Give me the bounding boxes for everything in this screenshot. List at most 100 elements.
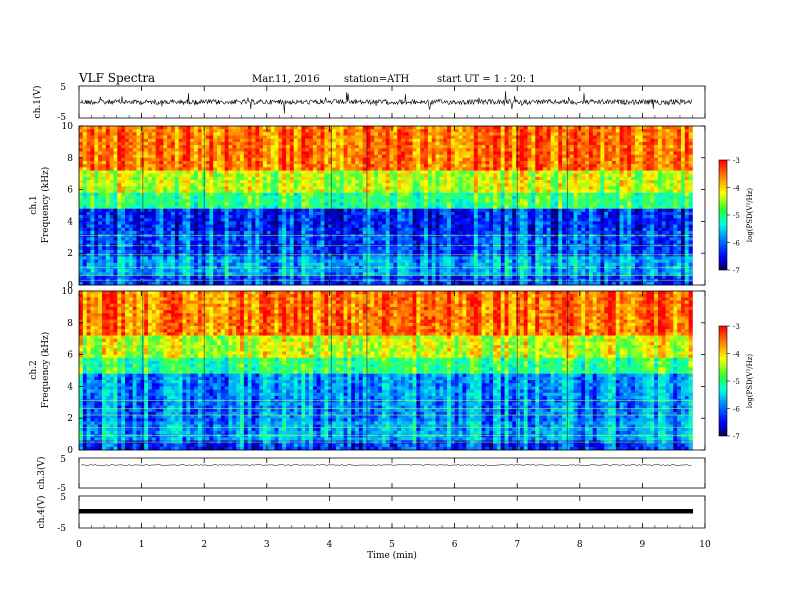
ch1-spec-cell [458,215,463,219]
ch1-spec-cell [232,189,237,194]
ch1-spec-cell [213,211,218,216]
ch1-spec-cell [443,135,448,140]
ch1-spec-cell [332,183,337,187]
ch1-spec-cell [102,154,107,159]
ch1-spec-cell [113,205,118,209]
ch1-spec-cell [148,154,153,159]
ch1-spec-cell [450,224,456,229]
ch1-spec-cell [125,141,130,146]
ch1-spec-cell [274,154,279,159]
ch1-spec-cell [117,138,122,143]
ch1-spec-cell [128,230,133,235]
ch1-spec-cell [90,195,95,200]
ch1-spec-cell [217,211,222,216]
ch1-spec-cell [328,132,333,136]
ch1-spec-cell [450,250,456,254]
ch1-spec-cell [255,240,260,244]
ch1-spec-cell [82,246,87,251]
ch1-spec-cell [167,262,172,267]
ch1-spec-cell [236,129,241,133]
ch1-spec-cell [151,259,156,264]
ch1-spec-cell [94,126,99,130]
ch1-spec-cell [232,202,237,206]
ch1-spec-cell [332,227,337,232]
ch1-spec-cell [358,129,364,133]
ch1-spec-cell [320,180,325,184]
ch1-spec-cell [209,237,214,241]
ch1-spec-cell [194,221,199,225]
ch1-spec-cell [370,199,375,203]
ch1-spec-cell [79,160,84,165]
ch1-spec-cell [355,202,360,206]
ch1-spec-cell [136,211,141,216]
ch1-spec-cell [136,224,141,229]
ch1-spec-cell [186,138,191,143]
ch1-spec-cell [286,173,291,178]
ch1-spec-cell [213,170,218,174]
ch1-spec-cell [328,237,333,241]
ch1-spec-cell [358,256,364,260]
ch1-spec-cell [293,218,298,222]
ch1-spec-cell [163,230,168,235]
ch1-spec-cell [458,145,463,149]
ch1-spec-cell [312,259,318,264]
ch1-spec-cell [105,227,110,232]
ch1-spec-cell [171,240,176,244]
ch1-spec-cell [86,224,91,229]
ch1-spec-cell [335,246,341,251]
ch1-spec-cell [113,256,118,260]
ch1-spec-cell [243,180,248,184]
ch1-spec-cell [301,157,306,162]
ch1-spec-cell [98,205,103,209]
ch1-spec-cell [332,240,337,244]
ch1-spec-cell [289,170,295,174]
ch1-spec-cell [458,230,463,235]
ch1-spec-cell [339,202,344,206]
ch1-spec-cell [197,186,202,190]
ch1-spec-cell [155,224,160,229]
ch1-spec-cell [205,170,210,174]
ch1-spec-cell [339,164,344,168]
ch1-spec-cell [125,211,130,216]
ch1-spec-cell [385,160,390,165]
ch1-spec-cell [427,237,433,241]
ch1-spec-cell [217,224,222,229]
ch1-spec-cell [259,176,264,181]
ch1-spec-cell [140,202,145,206]
ch1-spec-cell [408,218,413,222]
ch1-spec-cell [255,167,260,171]
ch1-spec-cell [102,224,107,229]
ch1-spec-cell [397,262,402,267]
ch1-spec-cell [224,167,229,171]
ch1-spec-cell [113,208,118,213]
ch1-spec-cell [132,167,137,171]
ch1-spec-cell [259,215,264,219]
ch1-spec-cell [113,129,118,133]
ch1-spec-cell [343,281,348,286]
ch1-spec-cell [393,167,398,171]
ch1-spec-cell [355,135,360,140]
ch1-spec-cell [355,145,360,149]
ch1-spec-cell [155,180,160,184]
ch1-spec-cell [320,173,325,178]
ch1-spec-cell [228,151,233,155]
ch1-spec-cell [174,164,179,168]
ch1-spec-cell [324,208,329,213]
ch1-spec-cell [144,215,149,219]
ch1-spec-cell [274,218,279,222]
ch1-spec-cell [178,199,183,203]
ch1-spec-cell [259,208,264,213]
ch1-spec-cell [355,192,360,197]
ch1-spec-cell [171,259,176,264]
ch1-spec-cell [385,180,390,184]
ch1-spec-cell [332,272,337,276]
ch1-spec-cell [125,275,130,279]
ch1-spec-cell [82,151,87,155]
ch1-spec-cell [236,208,241,213]
ch1-spec-cell [171,132,176,136]
ch1-spec-cell [159,272,164,276]
ch1-spec-cell [140,246,145,251]
ch1-spec-cell [201,259,206,264]
ch1-spec-cell [148,275,153,279]
ch1-spec-cell [94,275,99,279]
